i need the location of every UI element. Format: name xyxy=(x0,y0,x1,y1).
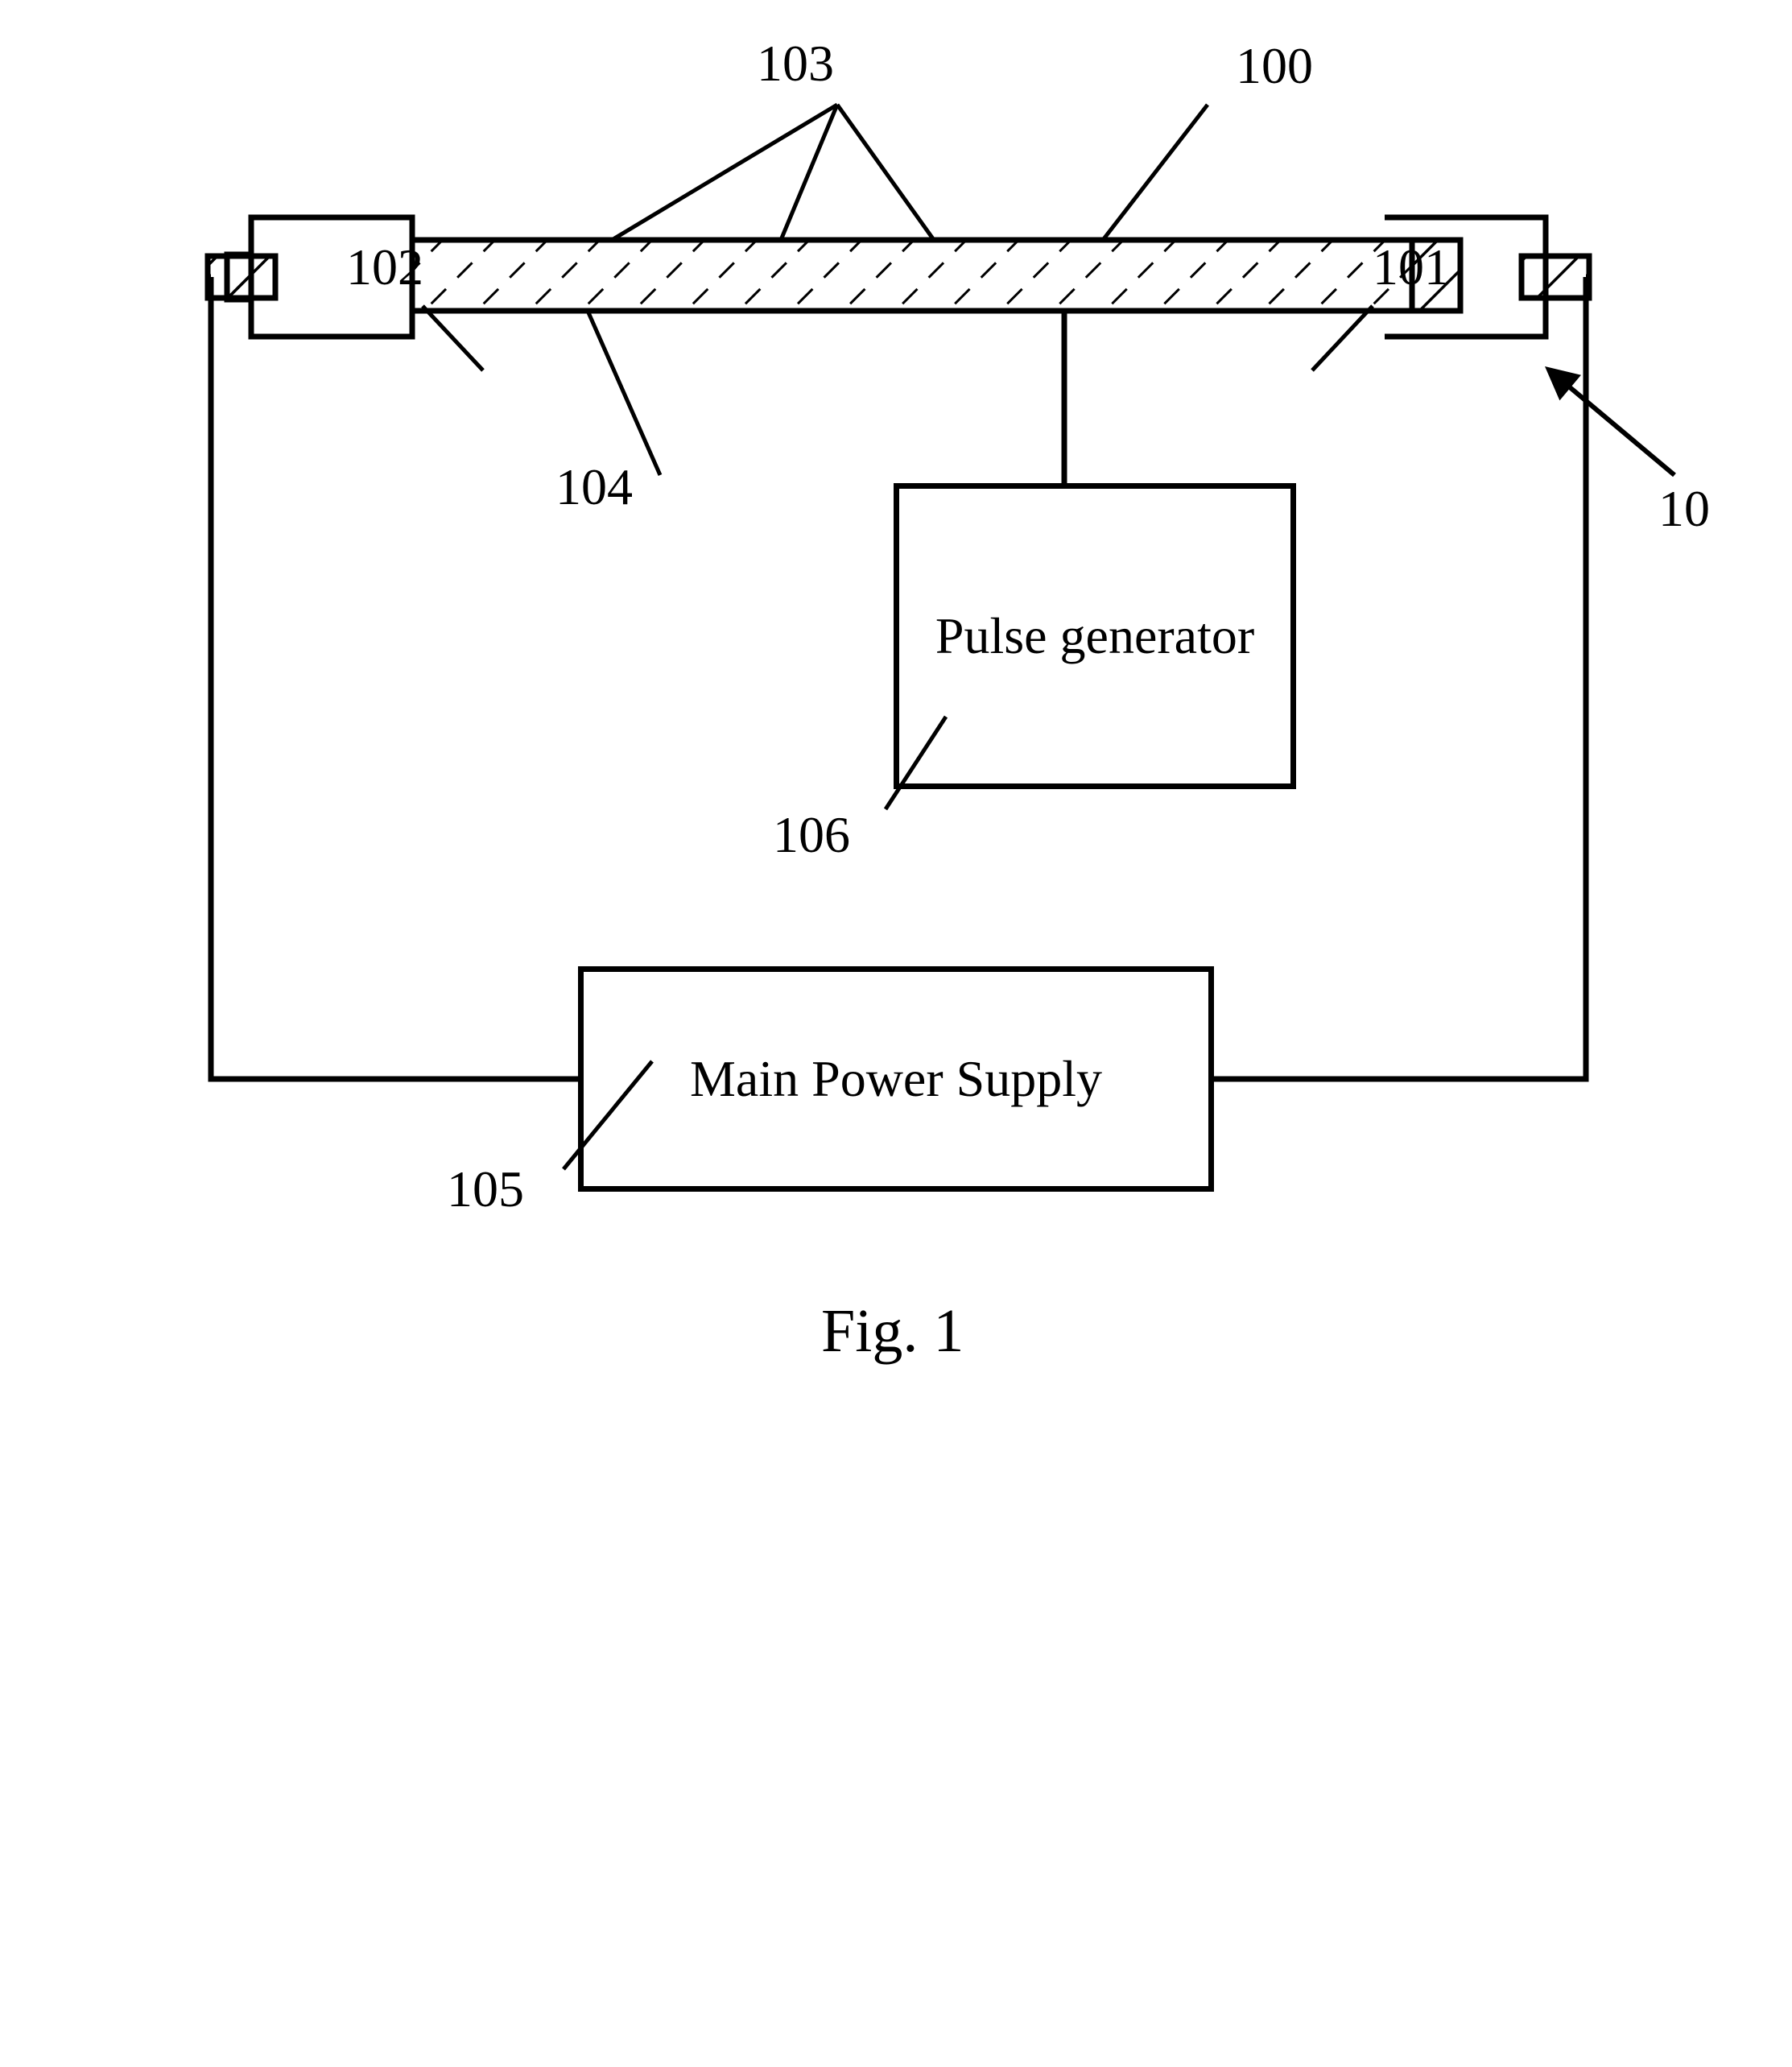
main-power-supply-label: Main Power Supply xyxy=(690,1049,1102,1109)
ref-label-100: 100 xyxy=(1236,36,1313,96)
main-power-supply-box: Main Power Supply xyxy=(578,966,1214,1192)
ref-label-105: 105 xyxy=(447,1160,524,1219)
ref-label-104: 104 xyxy=(555,457,633,517)
diagram-canvas: Pulse generator Main Power Supply 10 100… xyxy=(0,0,1792,2067)
ref-label-101: 101 xyxy=(1373,238,1450,297)
pulse-generator-box: Pulse generator xyxy=(894,483,1296,789)
ref-label-10: 10 xyxy=(1658,479,1710,539)
ref-label-103: 103 xyxy=(757,34,834,93)
ref-label-102: 102 xyxy=(346,238,423,297)
figure-caption: Fig. 1 xyxy=(821,1296,964,1366)
ref-label-106: 106 xyxy=(773,805,850,865)
pulse-generator-label: Pulse generator xyxy=(911,606,1278,668)
